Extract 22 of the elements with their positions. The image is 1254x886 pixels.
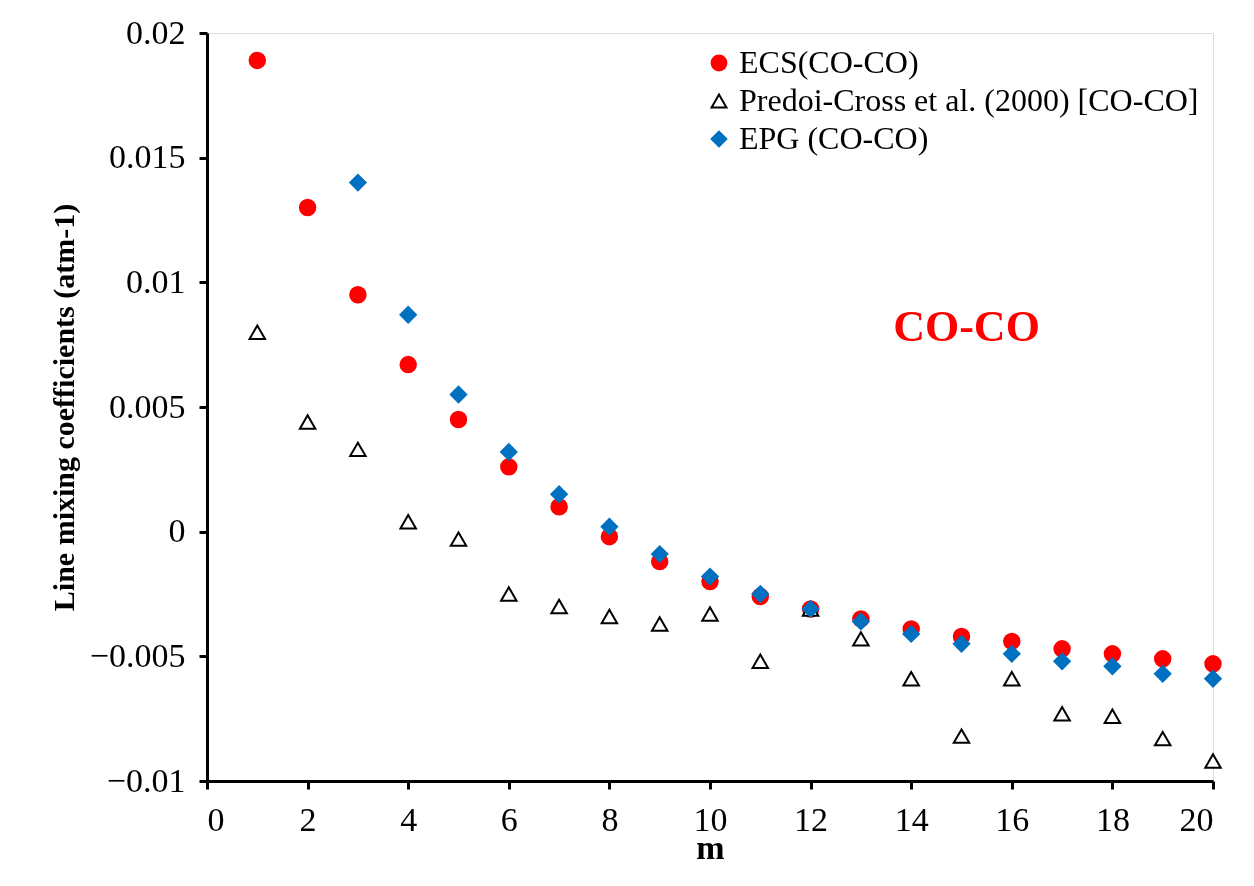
y-tick-label: 0: [168, 512, 186, 550]
y-tick-label: −0.005: [89, 636, 186, 674]
annotation: CO-CO: [893, 302, 1040, 352]
x-tick-label: 12: [794, 800, 829, 838]
y-tick-label: −0.01: [106, 761, 186, 799]
legend-label: ECS(CO-CO): [739, 44, 919, 80]
x-tick-label: 2: [299, 800, 317, 838]
legend-label: Predoi-Cross et al. (2000) [CO-CO]: [739, 82, 1199, 118]
y-tick-label: 0.005: [109, 387, 186, 425]
y-axis-title: Line mixing coefficients (atm-1): [46, 203, 81, 612]
x-tick-label: 8: [601, 800, 619, 838]
y-tick-label: 0.015: [109, 138, 186, 176]
legend-label: EPG (CO-CO): [739, 120, 929, 156]
y-tick-label: 0.01: [126, 262, 186, 300]
x-tick-label: 18: [1095, 800, 1130, 838]
x-tick-label: 4: [400, 800, 418, 838]
x-tick-label: 6: [500, 800, 518, 838]
x-tick-label: 0: [207, 800, 225, 838]
x-tick-label: 16: [995, 800, 1030, 838]
x-tick-label: 14: [894, 800, 929, 838]
y-tick-label: 0.02: [126, 13, 186, 51]
x-tick-label: 20: [1179, 800, 1214, 838]
